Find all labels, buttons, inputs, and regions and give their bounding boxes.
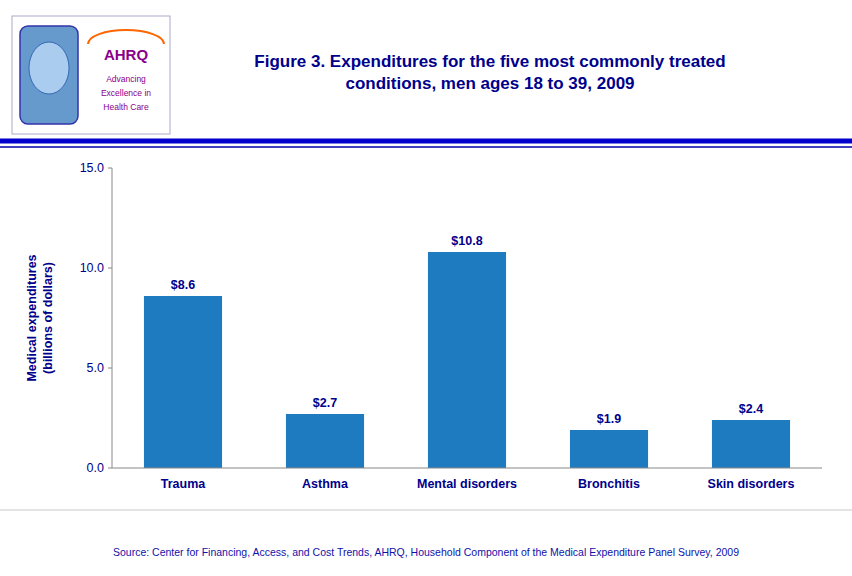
x-tick-label: Asthma bbox=[302, 477, 349, 491]
y-axis-label-line: (billions of dollars) bbox=[41, 262, 55, 374]
x-tick-label: Mental disorders bbox=[417, 477, 517, 491]
logo-arc bbox=[88, 30, 164, 44]
y-tick bbox=[108, 168, 112, 169]
logo-text: Excellence in bbox=[101, 88, 151, 98]
data-label: $2.7 bbox=[313, 396, 337, 410]
bar bbox=[286, 414, 364, 468]
y-tick-label: 0.0 bbox=[87, 461, 104, 475]
y-axis-label-line: Medical expenditures bbox=[25, 254, 39, 381]
source: Source: Center for Financing, Access, an… bbox=[113, 546, 739, 558]
logo-emblem bbox=[29, 42, 69, 94]
bar bbox=[144, 296, 222, 468]
header-rule bbox=[0, 139, 852, 144]
y-axis bbox=[112, 168, 113, 468]
y-tick bbox=[108, 268, 112, 269]
title: Figure 3. Expenditures for the five most… bbox=[254, 52, 725, 93]
logo-text: AHRQ bbox=[104, 46, 148, 63]
y-axis-label: Medical expenditures(billions of dollars… bbox=[25, 254, 55, 381]
y-tick-label: 5.0 bbox=[87, 361, 104, 375]
x-tick-label: Bronchitis bbox=[578, 477, 640, 491]
title-line: conditions, men ages 18 to 39, 2009 bbox=[345, 74, 634, 93]
data-label: $2.4 bbox=[739, 402, 763, 416]
logo-shield bbox=[20, 26, 78, 124]
bar bbox=[712, 420, 790, 468]
logo: AHRQ Advancing Excellence in Health Care bbox=[12, 16, 170, 134]
bars bbox=[144, 252, 790, 468]
x-tick-label: Skin disorders bbox=[708, 477, 795, 491]
logo-text: Health Care bbox=[103, 102, 149, 112]
x-axis bbox=[112, 468, 822, 469]
y-tick bbox=[108, 368, 112, 369]
bar bbox=[428, 252, 506, 468]
y-tick-label: 15.0 bbox=[80, 161, 104, 175]
bar bbox=[570, 430, 648, 468]
logo-text: Advancing bbox=[106, 74, 146, 84]
chart: AHRQ Advancing Excellence in Health Care Fig… bbox=[0, 0, 852, 576]
data-label: $10.8 bbox=[451, 234, 482, 248]
logo-frame bbox=[12, 16, 170, 134]
source-rule bbox=[0, 510, 852, 511]
y-tick-label: 10.0 bbox=[80, 261, 104, 275]
y-tick bbox=[108, 468, 112, 469]
data-label: $8.6 bbox=[171, 278, 195, 292]
header-rule bbox=[0, 146, 852, 148]
x-tick-label: Trauma bbox=[161, 477, 207, 491]
title-line: Figure 3. Expenditures for the five most… bbox=[254, 52, 725, 71]
data-label: $1.9 bbox=[597, 412, 621, 426]
